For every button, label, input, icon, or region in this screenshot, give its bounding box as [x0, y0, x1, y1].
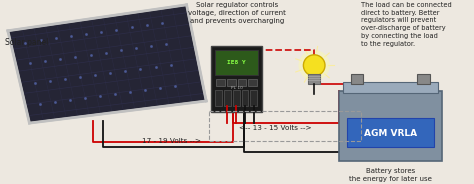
- Bar: [215, 90, 222, 106]
- Bar: [209, 111, 361, 141]
- Bar: [224, 90, 231, 106]
- Text: <-- 13 - 15 Volts -->: <-- 13 - 15 Volts -->: [238, 125, 311, 131]
- Ellipse shape: [303, 55, 325, 76]
- Bar: [215, 50, 258, 75]
- Bar: [227, 79, 236, 86]
- Bar: [216, 79, 225, 86]
- Bar: [350, 74, 363, 84]
- Text: Solar regulator controls
voltage, direction of current
and prevents overcharging: Solar regulator controls voltage, direct…: [188, 2, 285, 24]
- Text: AGM VRLA: AGM VRLA: [364, 129, 417, 138]
- Bar: [346, 118, 434, 147]
- Text: The load can be connected
direct to battery. Better
regulators will prevent
over: The load can be connected direct to batt…: [361, 2, 452, 47]
- Text: Solar panel: Solar panel: [5, 38, 48, 47]
- Text: IE8 Y: IE8 Y: [227, 60, 246, 65]
- Ellipse shape: [299, 50, 330, 81]
- Bar: [250, 90, 257, 106]
- Text: PL 10: PL 10: [231, 86, 243, 91]
- Bar: [248, 79, 257, 86]
- Bar: [339, 91, 442, 161]
- Bar: [343, 82, 438, 93]
- Bar: [242, 90, 248, 106]
- Bar: [237, 79, 246, 86]
- Text: Battery stores
the energy for later use: Battery stores the energy for later use: [349, 168, 432, 182]
- Bar: [233, 90, 239, 106]
- Bar: [308, 74, 320, 84]
- Bar: [417, 74, 430, 84]
- Text: 17 - 19 Volts -->: 17 - 19 Volts -->: [142, 137, 201, 144]
- Polygon shape: [8, 5, 206, 123]
- Bar: [211, 46, 262, 112]
